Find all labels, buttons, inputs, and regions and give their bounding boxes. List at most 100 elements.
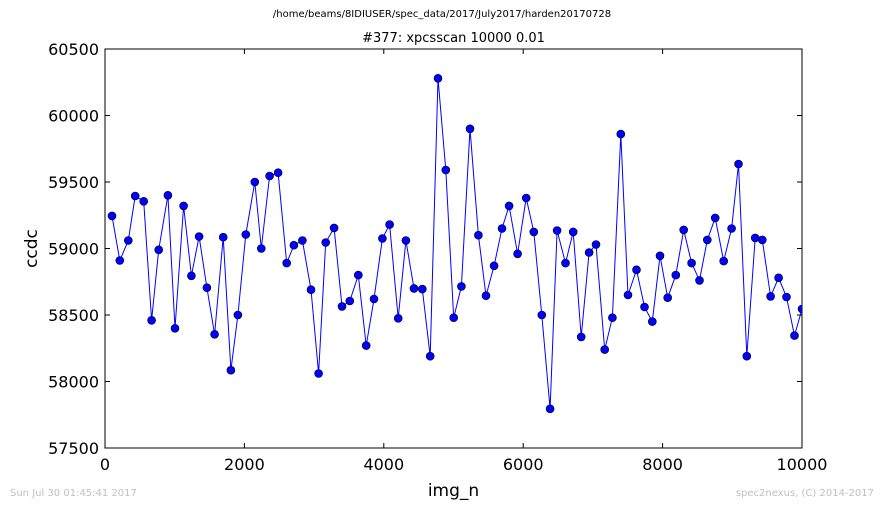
data-point xyxy=(552,226,562,235)
data-point xyxy=(163,191,173,200)
plot-frame xyxy=(104,48,803,449)
data-point xyxy=(409,284,419,293)
data-point xyxy=(314,369,323,378)
data-point xyxy=(130,191,140,201)
data-point xyxy=(623,290,633,300)
data-point xyxy=(115,256,125,265)
data-point xyxy=(640,302,649,312)
data-point xyxy=(766,292,775,301)
data-point xyxy=(719,256,729,266)
data-point xyxy=(757,235,767,245)
chart-title: #377: xpcsscan 10000 0.01 xyxy=(362,31,545,46)
data-point xyxy=(782,292,791,302)
data-point xyxy=(457,282,466,291)
data-point xyxy=(282,258,292,268)
data-point xyxy=(663,293,673,303)
x-tick-label: 2000 xyxy=(224,455,265,474)
x-tick-label: 4000 xyxy=(363,455,404,474)
data-point xyxy=(687,258,696,268)
data-point xyxy=(433,74,443,83)
data-point xyxy=(378,234,387,243)
data-point xyxy=(742,351,752,361)
data-point xyxy=(273,168,283,177)
data-point xyxy=(256,244,266,253)
data-point xyxy=(345,296,355,306)
data-point xyxy=(481,291,491,301)
data-point xyxy=(489,261,499,271)
y-tick-label: 58000 xyxy=(48,373,99,392)
data-point xyxy=(497,224,507,233)
data-point xyxy=(695,276,704,285)
data-point xyxy=(702,235,712,245)
data-point xyxy=(226,365,236,375)
data-point xyxy=(679,225,689,235)
data-point xyxy=(529,227,539,237)
data-point xyxy=(218,232,228,242)
x-tick-label: 6000 xyxy=(503,455,544,474)
data-point xyxy=(425,351,435,361)
data-point xyxy=(591,240,601,249)
y-tick-label: 60500 xyxy=(48,40,99,59)
data-point xyxy=(329,223,339,233)
data-point xyxy=(655,251,665,261)
data-point xyxy=(727,224,736,233)
data-point xyxy=(710,213,720,223)
data-point xyxy=(584,248,594,257)
data-point xyxy=(537,310,547,320)
data-point xyxy=(202,283,212,293)
x-axis-label: img_n xyxy=(428,481,479,501)
data-point xyxy=(210,329,219,339)
data-point xyxy=(154,245,163,255)
data-point xyxy=(504,201,514,211)
data-point xyxy=(233,310,243,320)
footer-timestamp: Sun Jul 30 01:45:41 2017 xyxy=(10,488,137,499)
data-point xyxy=(194,232,204,241)
data-point xyxy=(671,270,681,280)
data-point xyxy=(298,236,307,245)
data-point xyxy=(337,302,347,311)
y-tick-label: 57500 xyxy=(48,439,99,458)
data-point xyxy=(474,230,483,240)
series-line xyxy=(111,78,802,409)
data-point xyxy=(750,233,760,243)
data-point xyxy=(521,193,531,203)
data-point xyxy=(369,294,379,304)
y-axis-label: ccdc xyxy=(22,229,42,268)
data-point xyxy=(147,315,156,325)
data-point xyxy=(306,285,316,295)
data-point xyxy=(774,273,783,283)
x-tick-label: 0 xyxy=(100,455,110,474)
data-point xyxy=(513,249,522,259)
data-point xyxy=(632,265,641,275)
y-tick-label: 58500 xyxy=(48,306,99,325)
y-tick-label: 60000 xyxy=(48,107,99,126)
data-point xyxy=(124,236,133,245)
data-point xyxy=(361,341,371,350)
data-point xyxy=(265,171,274,181)
data-point xyxy=(608,313,617,323)
series-group xyxy=(107,74,802,414)
data-point xyxy=(441,165,451,175)
y-tick-label: 59000 xyxy=(48,240,99,259)
data-point xyxy=(545,404,555,414)
data-point xyxy=(241,230,251,239)
data-point xyxy=(417,284,427,294)
footer-credit: spec2nexus, (C) 2014-2017 xyxy=(735,488,874,499)
data-point xyxy=(449,313,459,323)
data-point xyxy=(321,238,331,247)
data-point xyxy=(353,270,363,280)
data-point xyxy=(568,227,578,237)
data-point xyxy=(790,331,799,340)
data-point xyxy=(107,211,117,221)
x-tick-label: 8000 xyxy=(642,455,683,474)
data-point xyxy=(465,124,475,134)
data-point xyxy=(385,220,394,229)
data-point xyxy=(289,240,299,250)
data-point xyxy=(616,129,626,139)
data-point xyxy=(187,271,196,281)
data-point xyxy=(561,258,570,268)
data-point xyxy=(393,313,403,323)
data-point xyxy=(600,345,610,354)
data-point xyxy=(734,159,743,169)
data-point xyxy=(576,332,586,342)
